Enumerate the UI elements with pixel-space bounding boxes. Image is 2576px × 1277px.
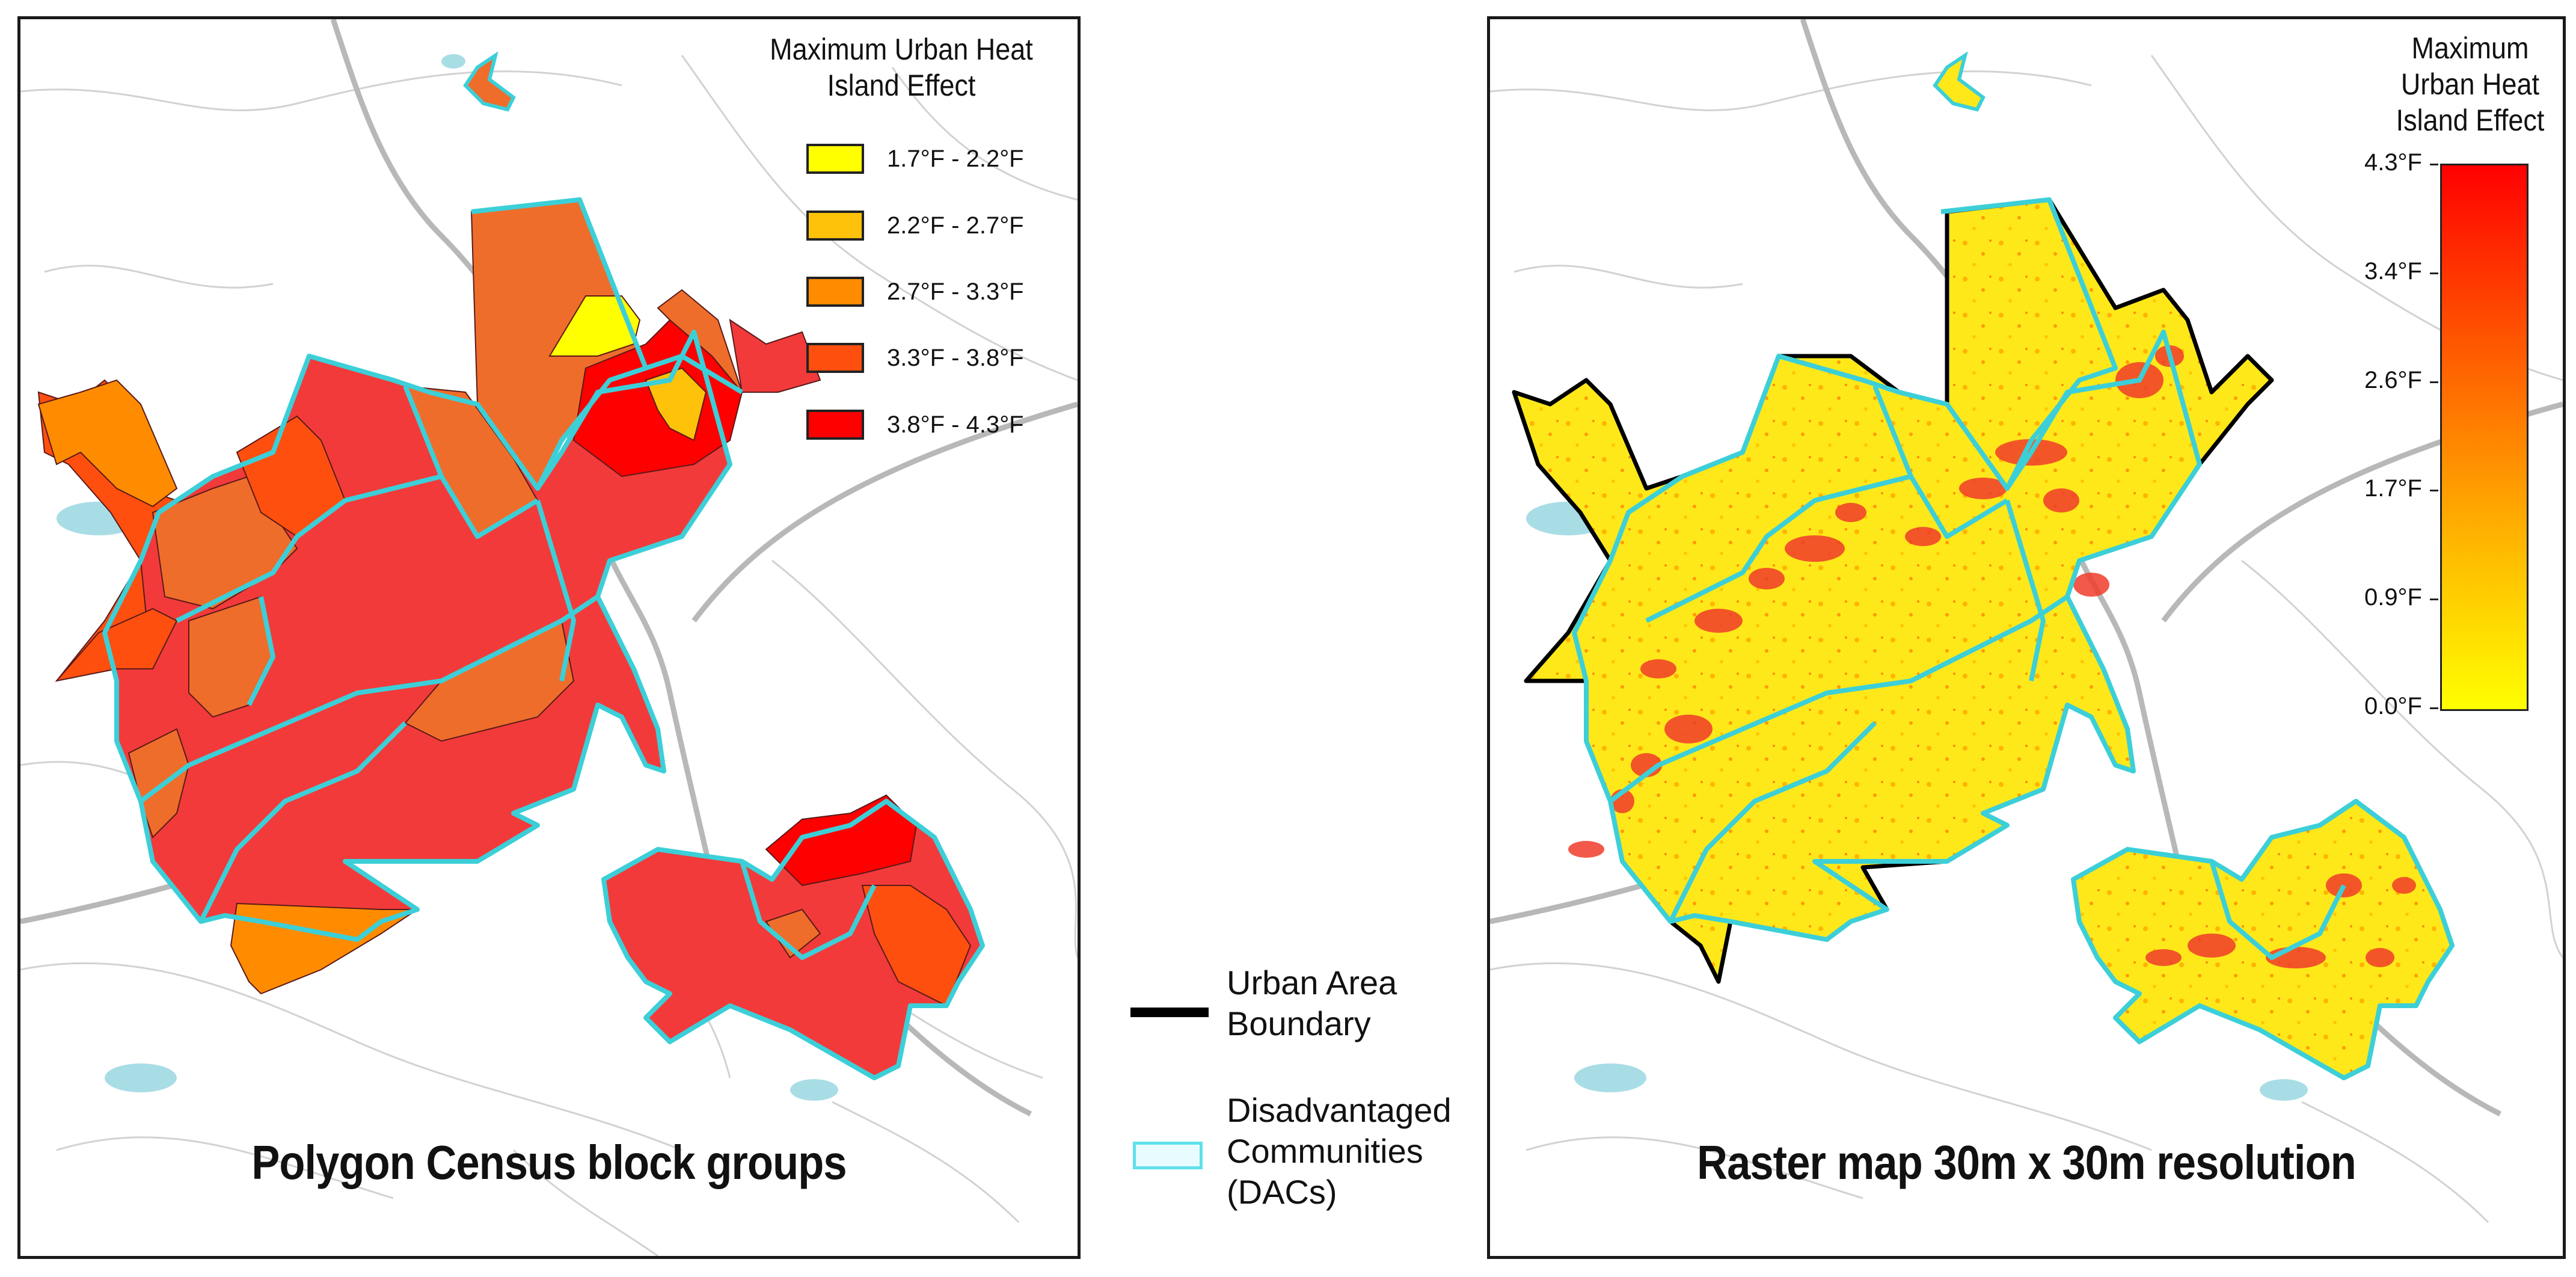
legend-item-1: 1.7°F - 2.2°F	[806, 144, 1024, 174]
ramp-tick-mark	[2430, 164, 2438, 165]
map-panel-census-block-groups: Maximum Urban Heat Island Effect 1.7°F -…	[17, 16, 1081, 1259]
raster-urban-area	[1512, 197, 2455, 1080]
legend-swatch	[806, 410, 864, 440]
legend-swatch	[806, 343, 864, 373]
legend-label: 3.3°F - 3.8°F	[887, 344, 1024, 371]
dac-outlines	[102, 197, 985, 1080]
legend-title: Maximum Urban Heat Island Effect	[770, 32, 1033, 102]
legend-swatch	[806, 211, 864, 241]
map-panel-raster: Maximum Urban Heat Island Effect 4.3°F 3…	[1487, 16, 2566, 1259]
ramp-tick-mark	[2430, 707, 2438, 709]
ramp-tick-label: 3.4°F	[2364, 258, 2422, 285]
block-groups-southeast	[603, 794, 984, 1079]
dac-outlines	[1572, 197, 2455, 1080]
legend-item-3: 2.7°F - 3.3°F	[806, 277, 1024, 307]
ramp-tick-mark	[2430, 490, 2438, 491]
legend-swatch	[806, 277, 864, 307]
panel-title: Polygon Census block groups	[251, 1136, 847, 1189]
urban-boundary-label: Urban Area Boundary	[1227, 964, 1397, 1042]
ramp-tick-mark	[2430, 272, 2438, 274]
ramp-tick-label: 0.0°F	[2364, 693, 2422, 719]
road-network	[20, 55, 1078, 1256]
legend-label: 3.8°F - 4.3°F	[887, 411, 1024, 438]
panel-title: Raster map 30m x 30m resolution	[1697, 1136, 2357, 1189]
legend-label: 2.2°F - 2.7°F	[887, 212, 1024, 239]
block-group-top-patch	[463, 51, 516, 112]
color-ramp-bar	[2440, 164, 2528, 711]
legend-item-5: 3.8°F - 4.3°F	[806, 410, 1024, 440]
ramp-tick-mark	[2430, 381, 2438, 383]
dac-swatch-icon	[1133, 1142, 1203, 1169]
map-key: Urban Area Boundary Disadvantaged Commun…	[1130, 950, 1467, 1251]
dac-label: Disadvantaged Communities (DACs)	[1227, 1091, 1452, 1211]
ramp-tick-label: 0.9°F	[2364, 584, 2422, 611]
raster-heat-map	[1490, 19, 2563, 1223]
legend-swatch	[806, 144, 864, 174]
ramp-tick-label: 2.6°F	[2364, 367, 2422, 393]
raster-legend-title: Maximum Urban Heat Island Effect	[2396, 31, 2545, 137]
legend-item-2: 2.2°F - 2.7°F	[806, 211, 1024, 241]
urban-boundary-line-icon	[1130, 1008, 1209, 1017]
legend-label: 2.7°F - 3.3°F	[887, 278, 1024, 305]
legend-item-4: 3.3°F - 3.8°F	[806, 343, 1024, 373]
heat-hotspots	[1568, 345, 2416, 968]
ramp-tick-label: 1.7°F	[2364, 475, 2422, 502]
ramp-tick-label: 4.3°F	[2364, 149, 2422, 176]
raster-top-patch	[1933, 51, 1986, 112]
ramp-tick-mark	[2430, 598, 2438, 600]
census-block-group-map	[20, 19, 1078, 1256]
legend-label: 1.7°F - 2.2°F	[887, 145, 1024, 172]
